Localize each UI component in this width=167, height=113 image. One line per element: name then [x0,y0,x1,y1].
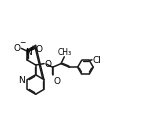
Text: CH₃: CH₃ [58,47,72,56]
Text: O: O [53,76,60,85]
Text: O: O [36,44,43,53]
Text: O: O [45,59,52,68]
Text: −: − [19,38,26,47]
Text: +: + [30,45,35,51]
Text: N: N [25,47,32,56]
Text: N: N [18,75,25,84]
Text: O: O [14,44,21,53]
Text: Cl: Cl [92,56,101,65]
